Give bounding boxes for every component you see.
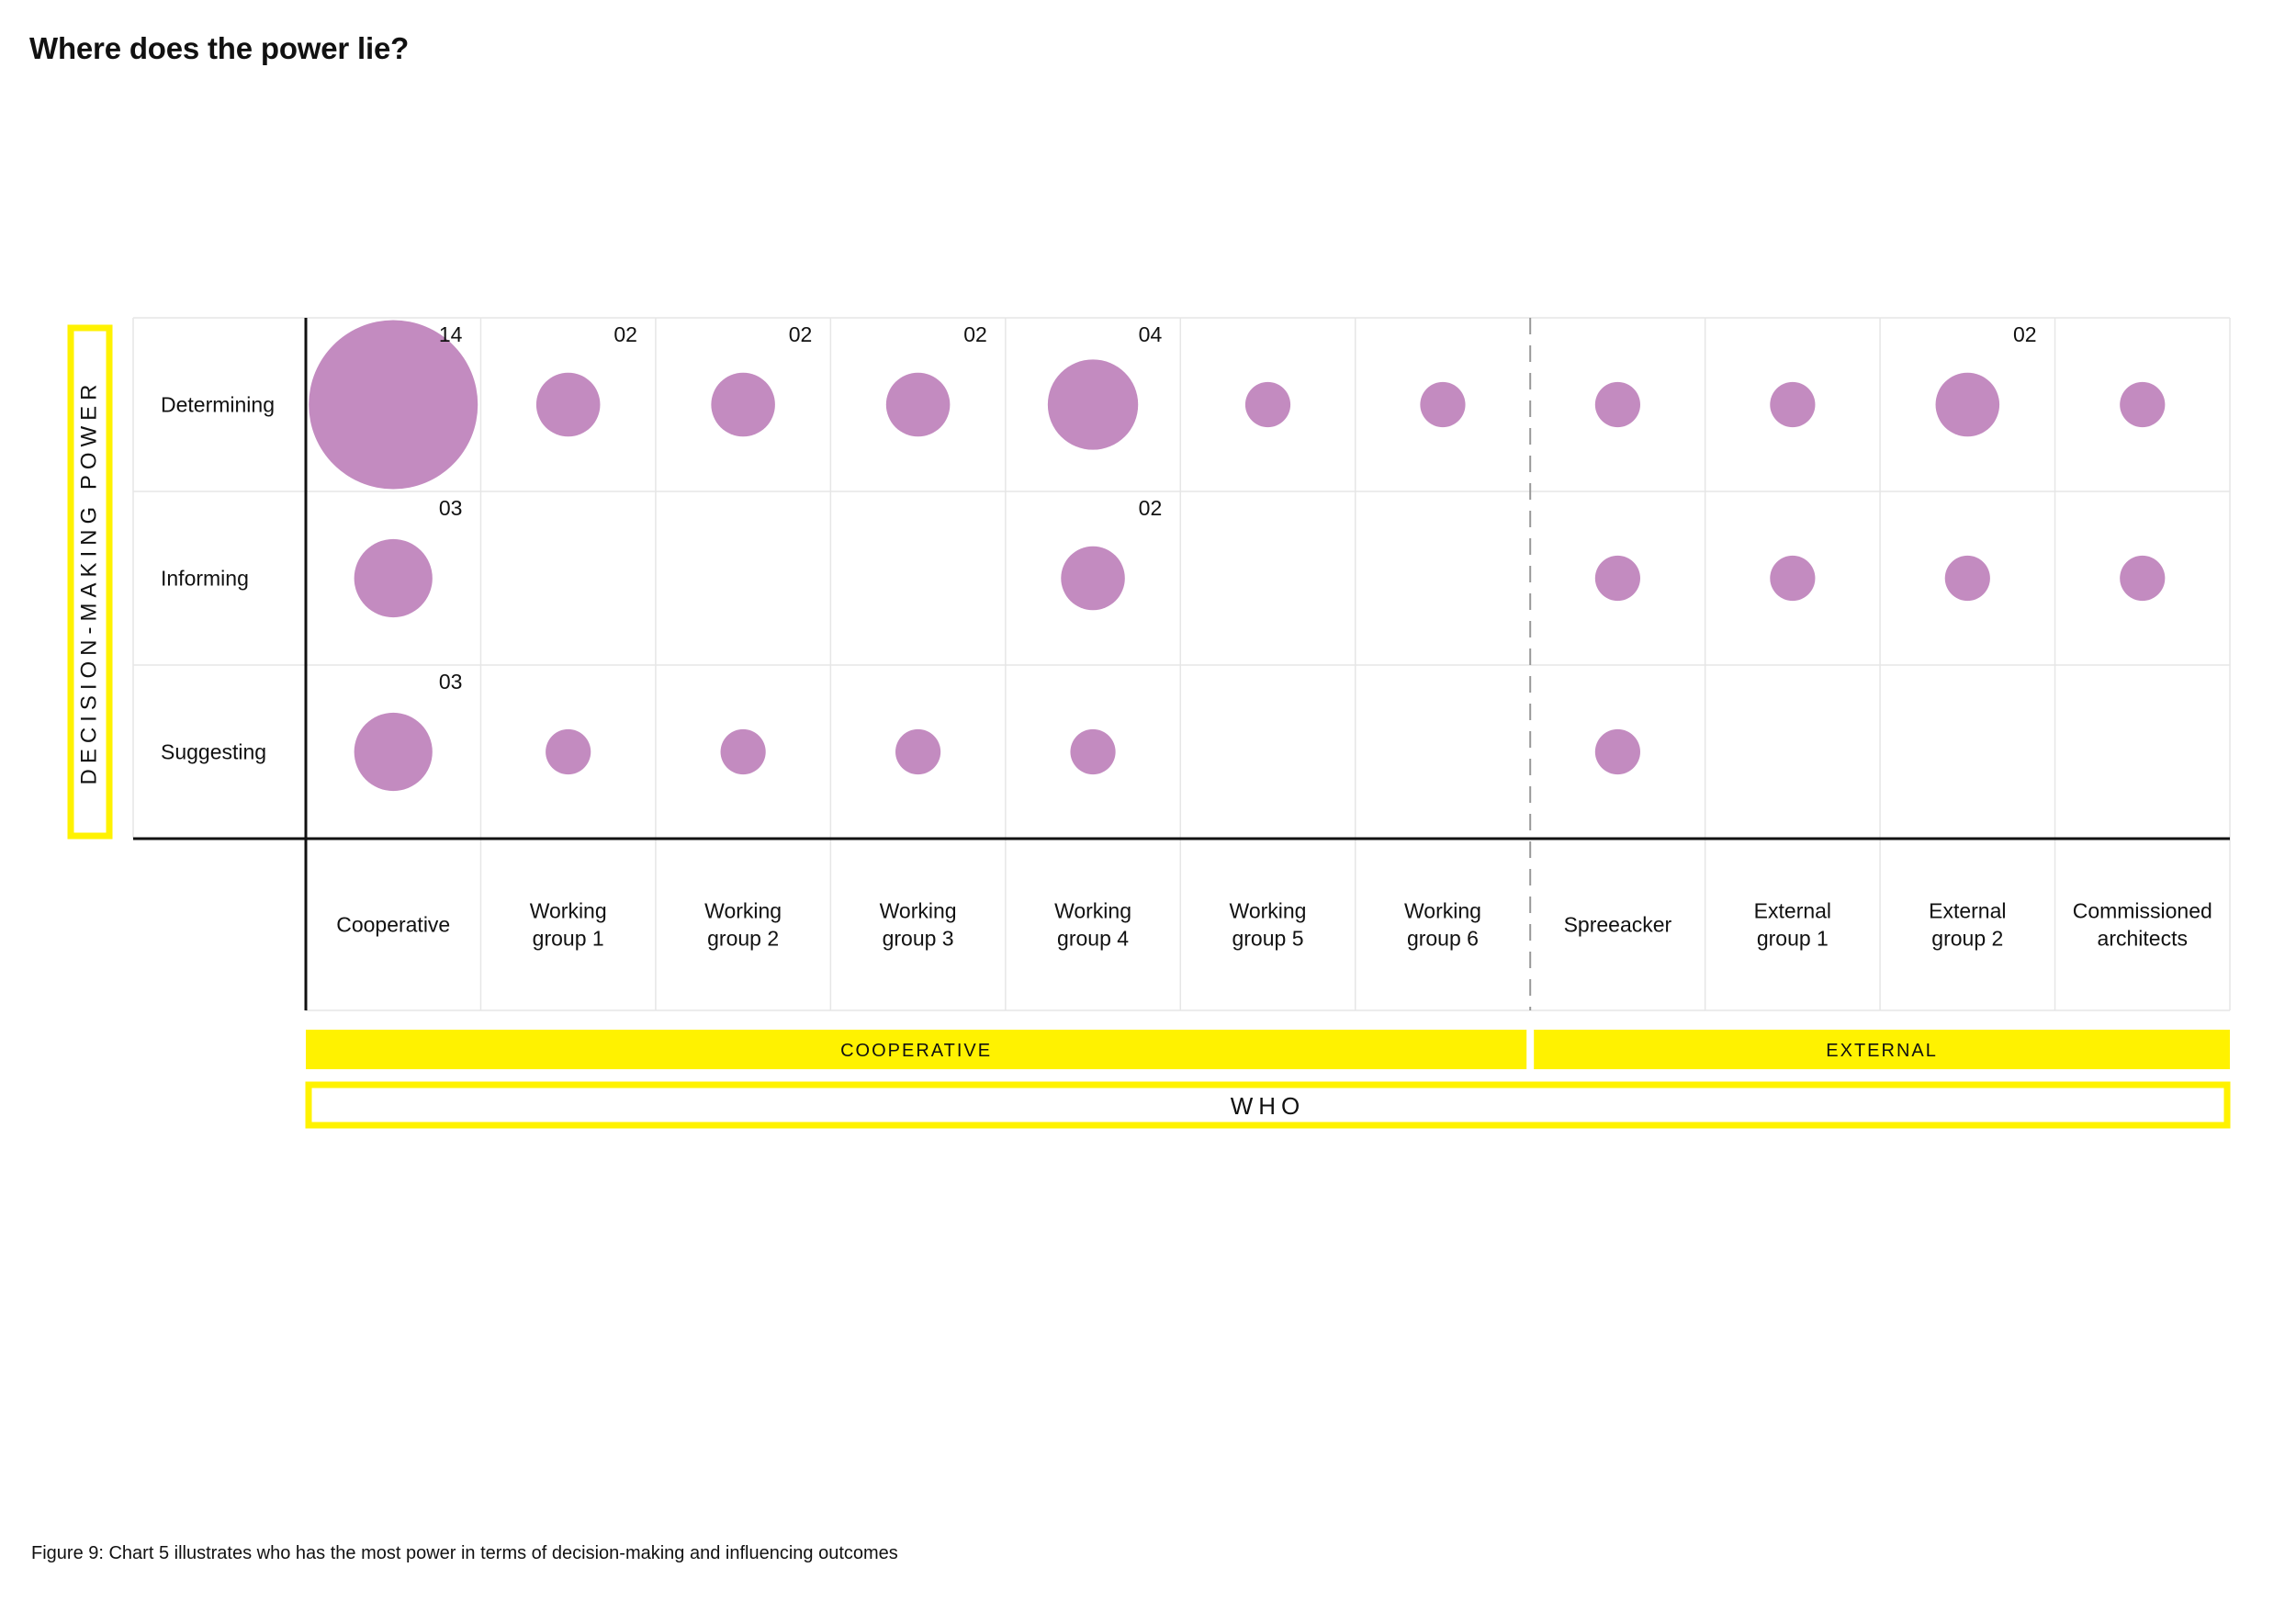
bubble bbox=[1061, 546, 1125, 611]
row-label: Suggesting bbox=[161, 740, 266, 764]
group-band bbox=[1534, 1030, 2230, 1069]
who-box bbox=[305, 1081, 2231, 1129]
count-label: 02 bbox=[963, 322, 987, 346]
bubble bbox=[1944, 555, 1990, 602]
column-label-line: group 5 bbox=[1232, 927, 1303, 951]
column-label-line: architects bbox=[2098, 927, 2188, 951]
bubble bbox=[1594, 728, 1640, 775]
column-label-line: group 2 bbox=[707, 927, 779, 951]
bubble bbox=[354, 538, 433, 618]
bubble bbox=[1770, 381, 1816, 428]
column-label-line: Working bbox=[704, 899, 782, 923]
group-band bbox=[306, 1030, 1527, 1069]
bubble bbox=[720, 728, 766, 775]
column-label-line: Working bbox=[1054, 899, 1131, 923]
count-label: 14 bbox=[439, 322, 463, 346]
bubble bbox=[1594, 555, 1640, 602]
bubbles bbox=[309, 320, 2166, 792]
count-label: 02 bbox=[613, 322, 637, 346]
bubble bbox=[1420, 381, 1466, 428]
column-label-line: Spreeacker bbox=[1564, 913, 1672, 937]
column-label-line: group 4 bbox=[1057, 927, 1129, 951]
bubble bbox=[1770, 555, 1816, 602]
column-label: External group 1 bbox=[1754, 899, 1831, 951]
grid-lines bbox=[132, 317, 2231, 1011]
bubble bbox=[1594, 381, 1640, 428]
group-band-label: COOPERATIVE bbox=[840, 1041, 992, 1061]
bubble bbox=[1935, 372, 2000, 437]
x-axis-label: WHO bbox=[1231, 1092, 1306, 1120]
column-label: Spreeacker bbox=[1564, 913, 1672, 937]
column-label-line: group 1 bbox=[533, 927, 604, 951]
column-label-line: Working bbox=[1230, 899, 1307, 923]
column-label-line: Commissioned bbox=[2073, 899, 2212, 923]
bubble bbox=[1070, 728, 1116, 775]
row-label: Determining bbox=[161, 393, 275, 417]
bubble bbox=[546, 728, 591, 775]
column-label-line: Working bbox=[1404, 899, 1481, 923]
column-label-line: External bbox=[1754, 899, 1831, 923]
count-label: 02 bbox=[789, 322, 813, 346]
count-label: 03 bbox=[439, 496, 463, 520]
bubble bbox=[1047, 359, 1139, 450]
labels: 14 02 02 02 04 02 03 02 03 Determining Informing Su… bbox=[67, 322, 2231, 1129]
count-label: 02 bbox=[2013, 322, 2037, 346]
bubble bbox=[895, 728, 941, 775]
column-label: Working group 1 bbox=[530, 899, 607, 951]
column-label-line: Working bbox=[880, 899, 957, 923]
bubble bbox=[1244, 381, 1291, 428]
column-label-line: Working bbox=[530, 899, 607, 923]
bubble bbox=[2120, 381, 2166, 428]
count-label: 04 bbox=[1139, 322, 1163, 346]
y-axis-label: DECISION-MAKING POWER bbox=[76, 378, 101, 784]
column-label: Working group 5 bbox=[1230, 899, 1307, 951]
column-label-line: group 6 bbox=[1407, 927, 1479, 951]
column-label: Working group 2 bbox=[704, 899, 782, 951]
bubble bbox=[885, 372, 951, 437]
column-label: Working group 4 bbox=[1054, 899, 1131, 951]
page-title: Where does the power lie? bbox=[29, 31, 410, 65]
bubble bbox=[309, 320, 478, 490]
bubble bbox=[354, 712, 433, 792]
column-label-line: group 3 bbox=[883, 927, 954, 951]
decision-power-box bbox=[67, 324, 113, 840]
figure-caption: Figure 9: Chart 5 illustrates who has th… bbox=[31, 1543, 898, 1563]
bubble bbox=[711, 372, 775, 437]
column-label-line: External bbox=[1929, 899, 2006, 923]
bubble bbox=[2120, 555, 2166, 602]
column-label-line: group 1 bbox=[1757, 927, 1829, 951]
count-label: 02 bbox=[1139, 496, 1163, 520]
column-label-line: group 2 bbox=[1931, 927, 2003, 951]
column-label: Commissioned architects bbox=[2073, 899, 2212, 951]
row-label: Informing bbox=[161, 567, 249, 591]
column-label: Working group 6 bbox=[1404, 899, 1481, 951]
column-label-line: Cooperative bbox=[336, 913, 450, 937]
column-label: External group 2 bbox=[1929, 899, 2006, 951]
column-label: Working group 3 bbox=[880, 899, 957, 951]
column-label: Cooperative bbox=[336, 913, 450, 937]
count-label: 03 bbox=[439, 670, 463, 694]
bubble bbox=[535, 372, 601, 437]
group-band-label: EXTERNAL bbox=[1826, 1041, 1938, 1061]
